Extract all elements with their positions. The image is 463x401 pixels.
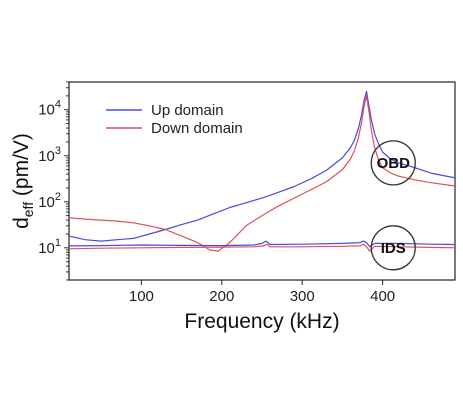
plot-frame <box>68 81 456 281</box>
callout-label: OBD <box>377 155 411 172</box>
callout-label: IDS <box>381 240 406 257</box>
legend-label: Up domain <box>151 102 224 119</box>
callouts: OBD IDS <box>370 140 416 271</box>
y-axis-ticks: 101 102 103 104 <box>38 81 69 281</box>
y-tick-label: 102 <box>38 191 61 211</box>
legend-label: Down domain <box>151 120 243 137</box>
x-axis-title: Frequency (kHz) <box>184 310 339 333</box>
y-axis-title: deff (pm/V) <box>10 133 36 229</box>
y-axis-title-sub: eff <box>20 202 36 217</box>
series-line-down-domain-ids <box>68 243 456 252</box>
x-tick-label: 100 <box>129 288 154 305</box>
callout-circle <box>370 225 416 271</box>
y-tick-label: 103 <box>38 145 61 165</box>
x-axis-ticks: 100 200 300 400 <box>129 280 395 305</box>
y-axis-title-main: d <box>10 217 33 229</box>
series-line-up-domain <box>68 90 456 242</box>
series-layer <box>68 90 456 252</box>
y-axis-title-units: (pm/V) <box>10 133 33 202</box>
x-tick-label: 200 <box>209 288 234 305</box>
x-tick-label: 300 <box>290 288 315 305</box>
y-tick-label: 101 <box>38 237 61 257</box>
y-tick-label: 104 <box>38 99 61 119</box>
series-line-down-domain <box>68 95 456 252</box>
series-line-up-domain-ids <box>68 240 456 248</box>
callout-circle <box>370 140 416 186</box>
x-tick-label: 400 <box>370 288 395 305</box>
